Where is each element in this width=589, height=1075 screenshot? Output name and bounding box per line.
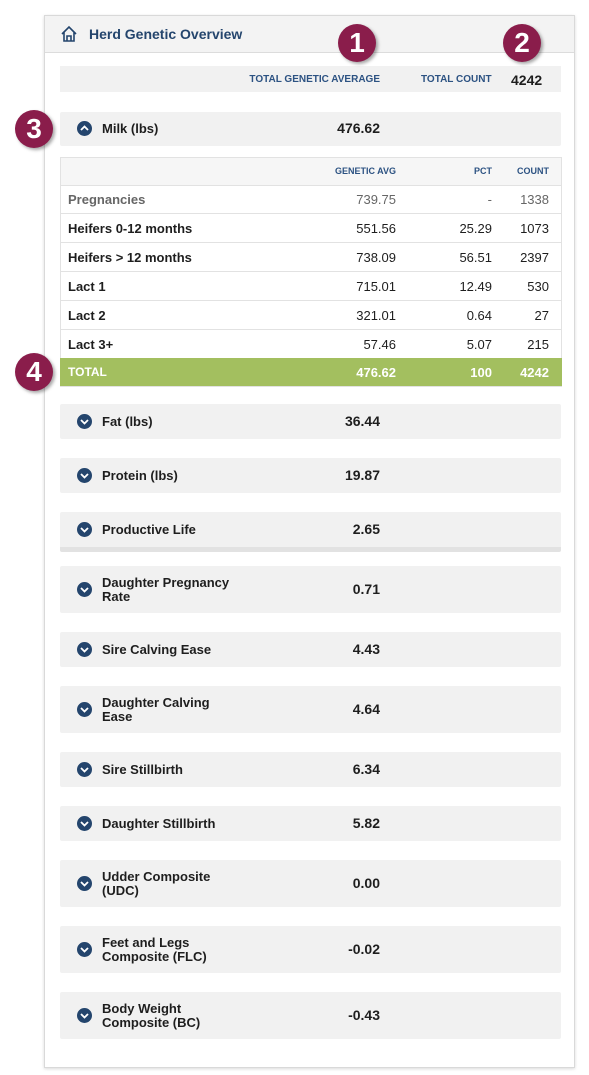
row-cell: 530 [527,279,549,294]
trait-label: Daughter Pregnancy Rate [102,574,230,604]
row-cell: 715.01 [356,279,396,294]
trait-row[interactable] [60,806,561,841]
trait-value: -0.02 [348,940,380,957]
row-cell: 27 [534,308,549,323]
trait-value: 2.65 [352,520,380,537]
trait-row[interactable] [60,992,561,1039]
trait-row[interactable] [60,512,561,552]
trait-value: 476.62 [337,120,380,136]
trait-label: Sire Calving Ease [102,641,212,657]
trait-value: -0.43 [348,1006,380,1023]
trait-row[interactable] [60,458,561,493]
column-header: GENETIC AVG [334,166,396,176]
count: 4242 [511,72,543,88]
title: Herd Genetic Overview [89,26,243,42]
trait-label: Daughter Stillbirth [102,815,216,831]
row-cell: 321.01 [356,308,396,323]
row-cell: 0.64 [466,308,492,323]
chevron[interactable] [77,641,92,657]
row-cell: 215 [527,337,549,352]
total-cell: 4242 [520,365,549,380]
chevron[interactable] [77,875,92,891]
row-label: Lact 1 [68,279,106,294]
row-label: Heifers 0-12 months [68,221,193,236]
row-cell: 56.51 [459,250,492,265]
trait-label: Body Weight Composite (BC) [102,1000,201,1030]
trait-label: Sire Stillbirth [102,761,183,777]
chevron[interactable] [77,467,92,483]
annotation-marker: 3 [15,110,53,148]
row-label: Heifers > 12 months [68,250,192,265]
trait-row[interactable] [60,632,561,667]
chevron[interactable] [77,815,92,831]
chevron[interactable] [77,521,92,537]
trait-label: Daughter Calving Ease [102,694,210,724]
chevron[interactable] [77,701,92,717]
trait-row[interactable] [60,752,561,787]
column-header: COUNT [517,166,549,176]
chevron[interactable] [77,121,92,136]
table-row [61,272,561,301]
home-icon[interactable] [60,25,78,43]
row-cell: 57.46 [363,337,396,352]
row-cell: 2397 [520,250,549,265]
row-label: Lact 2 [68,308,106,323]
table-row [61,214,561,243]
row-label: Lact 3+ [68,337,114,352]
annotation-marker: 2 [503,24,541,62]
trait-row[interactable] [60,860,561,907]
row-cell: 739.75 [356,192,396,207]
trait-value: 36.44 [344,412,380,429]
total-row [60,358,562,386]
table-row [61,185,561,214]
trait-label: Udder Composite (UDC) [102,868,211,898]
trait-label: Fat (lbs) [102,413,153,429]
milk-table: GENETIC AVG PCT COUNT Pregnancies 739.75 - 133… [60,157,562,387]
row-cell: - [487,192,492,207]
trait-label: Protein (lbs) [102,467,178,483]
trait-value: 0.00 [352,874,380,891]
table-header-bg [61,158,561,186]
table-row [61,301,561,330]
chevron[interactable] [77,761,92,777]
row-cell: 551.56 [356,221,396,236]
annotation-marker: 1 [338,24,376,62]
trait-value: 19.87 [344,466,380,483]
row-cell: 738.09 [356,250,396,265]
chevron[interactable] [77,581,92,597]
trait-value: 0.71 [352,580,380,597]
trait-value: 4.64 [352,700,380,717]
trait-row[interactable] [60,566,561,613]
trait-label: Feet and Legs Composite (FLC) [102,934,207,964]
trait-label: Milk (lbs) [102,121,159,136]
trait-value: 4.43 [352,640,380,657]
table-row [61,243,561,272]
row-cell: 1338 [520,192,549,207]
row-cell: 25.29 [459,221,492,236]
trait-row[interactable] [60,686,561,733]
count-label: TOTAL COUNT [421,74,492,85]
row-cell: 12.49 [459,279,492,294]
avg-label: TOTAL GENETIC AVERAGE [249,74,380,85]
row-label: Pregnancies [68,192,146,207]
row-cell: 1073 [520,221,549,236]
total-label: TOTAL [68,365,107,379]
trait-row[interactable] [60,112,561,146]
row-cell: 5.07 [466,337,492,352]
trait-row[interactable] [60,926,561,973]
trait-value: 6.34 [352,760,380,777]
total-cell: 100 [470,365,492,380]
total-cell: 476.62 [356,365,396,380]
trait-value: 5.82 [352,814,380,831]
chevron[interactable] [77,1007,92,1023]
column-header: PCT [474,166,492,176]
annotation-marker: 4 [15,353,53,391]
trait-row[interactable] [60,404,561,439]
panel-header [45,16,574,53]
summary-bar [60,66,561,92]
chevron[interactable] [77,941,92,957]
chevron[interactable] [77,413,92,429]
trait-label: Productive Life [102,521,196,537]
